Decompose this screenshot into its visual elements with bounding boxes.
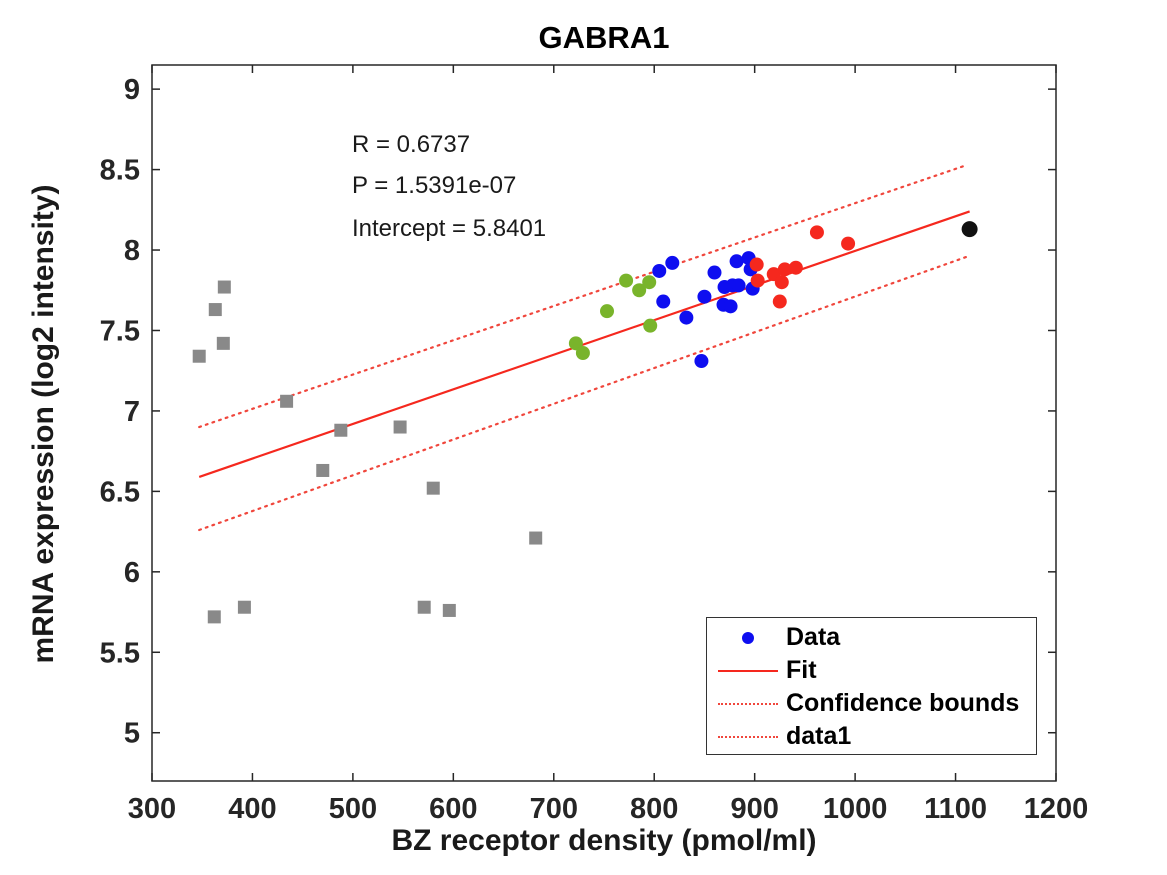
x-tick-label: 1100 bbox=[924, 793, 987, 825]
x-tick-label: 700 bbox=[530, 793, 578, 825]
blue-dots-point bbox=[723, 299, 738, 314]
y-tick-label: 7 bbox=[124, 396, 140, 428]
red-dots-point bbox=[809, 225, 824, 240]
x-tick-label: 800 bbox=[630, 793, 678, 825]
green-dots-point bbox=[632, 283, 647, 298]
confidence-bound-upper bbox=[198, 163, 969, 429]
x-tick-label: 300 bbox=[128, 793, 176, 825]
legend-marker-cell bbox=[707, 702, 786, 705]
gray-squares-point bbox=[334, 423, 348, 437]
legend-item-fit: Fit bbox=[707, 654, 1036, 687]
confidence-bound-lower bbox=[198, 255, 969, 532]
gray-squares-point bbox=[316, 463, 330, 477]
blue-dots-point bbox=[707, 265, 722, 280]
y-tick-label: 6.5 bbox=[100, 476, 140, 508]
x-tick-label: 500 bbox=[329, 793, 377, 825]
y-tick-label: 5.5 bbox=[100, 637, 140, 669]
dotted-line-marker-icon bbox=[718, 735, 778, 738]
y-tick-label: 6 bbox=[124, 557, 140, 589]
x-tick-label: 900 bbox=[730, 793, 778, 825]
legend-marker-cell bbox=[707, 735, 786, 738]
green-dots-point bbox=[600, 304, 615, 319]
fit-line bbox=[198, 210, 970, 478]
red-dots-point bbox=[774, 275, 789, 290]
green-dots-point bbox=[619, 273, 634, 288]
gray-squares-point bbox=[208, 303, 222, 317]
y-axis-label: mRNA expression (log2 intensity) bbox=[27, 184, 60, 664]
legend-item-data1: data1 bbox=[707, 720, 1036, 753]
blue-dots-point bbox=[665, 255, 680, 270]
blue-dots-point bbox=[694, 354, 709, 369]
data-point-marker-icon bbox=[742, 631, 754, 644]
red-dots-point bbox=[777, 262, 792, 277]
legend-label-confidence-bounds: Confidence bounds bbox=[786, 689, 1020, 717]
gray-squares-point bbox=[237, 600, 251, 614]
legend-item-data: Data bbox=[707, 621, 1036, 654]
gray-squares-point bbox=[417, 600, 431, 614]
blue-dots-point bbox=[656, 294, 671, 309]
y-tick-label: 8.5 bbox=[100, 155, 140, 187]
gray-squares-point bbox=[217, 280, 231, 294]
gray-squares-point bbox=[192, 349, 206, 363]
legend-marker-cell bbox=[707, 669, 786, 672]
x-tick-label: 600 bbox=[429, 793, 477, 825]
fit-line-marker-icon bbox=[718, 669, 778, 672]
chart-title: GABRA1 bbox=[538, 20, 670, 55]
annotation-p-value: P = 1.5391e-07 bbox=[352, 172, 517, 199]
dotted-line-marker-icon bbox=[718, 702, 778, 705]
green-dots-point bbox=[643, 318, 658, 333]
gray-squares-point bbox=[442, 603, 456, 617]
blue-dots-point bbox=[652, 263, 667, 278]
green-dots-point bbox=[575, 346, 590, 361]
gray-squares-point bbox=[216, 336, 230, 350]
legend-label-fit: Fit bbox=[786, 656, 817, 684]
red-dots-point bbox=[750, 273, 765, 288]
red-dots-point bbox=[788, 260, 803, 275]
x-tick-label: 1200 bbox=[1024, 793, 1089, 825]
legend-item-confidence-bounds: Confidence bounds bbox=[707, 687, 1036, 720]
legend-label-data1: data1 bbox=[786, 722, 852, 750]
x-tick-label: 1000 bbox=[823, 793, 888, 825]
red-dots-point bbox=[749, 257, 764, 272]
y-tick-label: 9 bbox=[124, 74, 140, 106]
black-dot-point bbox=[961, 221, 978, 238]
blue-dots-point bbox=[697, 289, 712, 304]
y-tick-label: 5 bbox=[124, 718, 140, 750]
gray-squares-point bbox=[426, 481, 440, 495]
axes-box bbox=[151, 64, 1057, 782]
y-tick-label: 8 bbox=[124, 235, 140, 267]
green-dots-point bbox=[642, 275, 657, 290]
gray-squares-point bbox=[280, 394, 294, 408]
blue-dots-point bbox=[679, 310, 694, 325]
legend-label-data: Data bbox=[786, 623, 841, 651]
green-dots-point bbox=[568, 336, 583, 351]
blue-dots-point bbox=[729, 254, 744, 269]
red-dots-point bbox=[841, 236, 856, 251]
annotation-r-value: R = 0.6737 bbox=[352, 131, 471, 158]
y-tick-label: 7.5 bbox=[100, 315, 140, 347]
red-dots-point bbox=[772, 294, 787, 309]
gray-squares-point bbox=[529, 531, 543, 545]
annotation-intercept-value: Intercept = 5.8401 bbox=[352, 215, 547, 242]
blue-dots-point bbox=[731, 278, 746, 293]
x-axis-label: BZ receptor density (pmol/ml) bbox=[391, 824, 817, 857]
gray-squares-point bbox=[393, 420, 407, 434]
gray-squares-point bbox=[207, 610, 221, 624]
legend: Data Fit Confidence bounds data1 bbox=[706, 617, 1037, 755]
x-tick-label: 400 bbox=[228, 793, 276, 825]
legend-marker-cell bbox=[707, 631, 786, 644]
